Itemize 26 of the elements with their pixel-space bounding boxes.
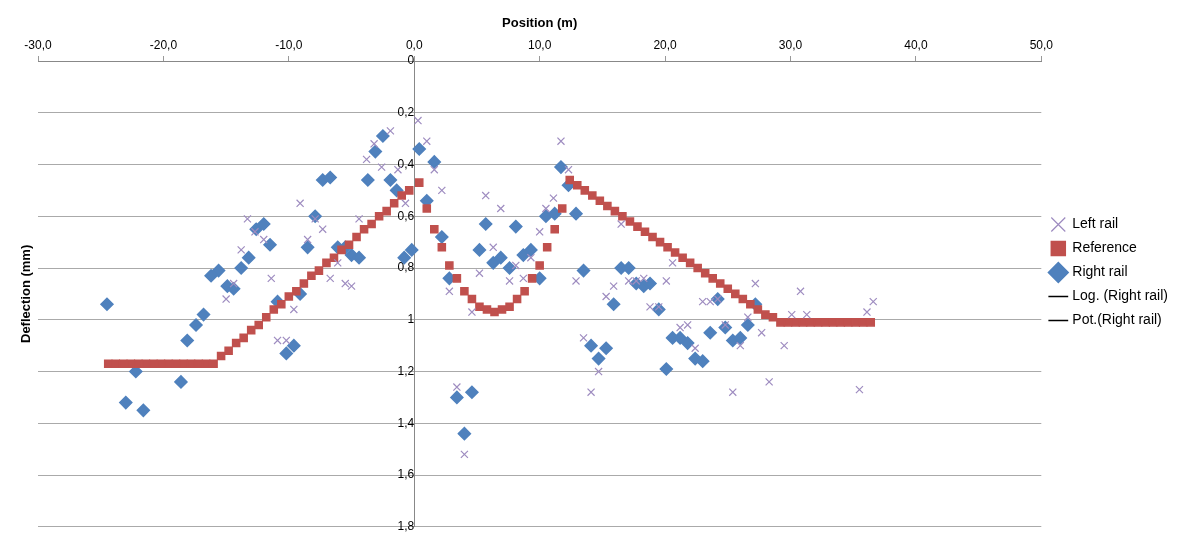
legend-label: Log. (Right rail) [1072, 287, 1168, 304]
x-tick-label: 50,0 [1029, 38, 1054, 53]
x-tick-label: 0,0 [405, 38, 423, 53]
legend-label: Pot.(Right rail) [1072, 311, 1162, 328]
y-tick-label: 1,2 [397, 363, 415, 378]
y-tick-label: 0,4 [397, 156, 415, 171]
x-tick-label: 10,0 [527, 38, 552, 53]
y-tick-label: 0,2 [397, 105, 415, 120]
x-axis-title: Position (m) [502, 15, 578, 31]
y-tick-label: 1,8 [397, 519, 415, 534]
y-tick-label: 0,8 [397, 260, 415, 275]
x-tick-label: 20,0 [653, 38, 678, 53]
y-tick-label: 1,4 [397, 415, 415, 430]
legend-label: Reference [1072, 239, 1138, 256]
x-tick-label: 30,0 [778, 38, 803, 53]
y-tick-label: 1 [407, 312, 415, 327]
legend-label: Left rail [1072, 215, 1119, 232]
legend-label: Right rail [1072, 263, 1128, 280]
x-tick-label: 40,0 [904, 38, 928, 53]
y-tick-label: 0 [407, 53, 415, 68]
x-tick-label: -20,0 [149, 38, 178, 53]
x-tick-label: -10,0 [275, 38, 303, 53]
x-tick-label: -30,0 [24, 38, 52, 53]
y-tick-label: 1,6 [397, 467, 415, 482]
y-axis-title: Deflection (mm) [17, 244, 33, 344]
y-tick-label: 0,6 [397, 208, 415, 223]
